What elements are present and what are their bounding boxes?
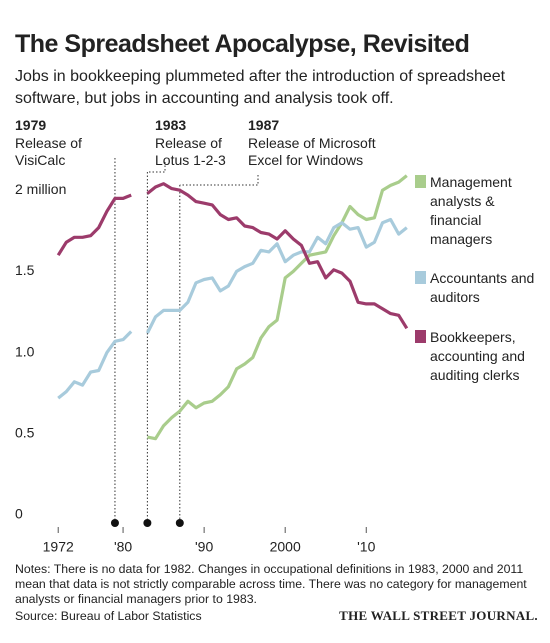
publisher: THE WALL STREET JOURNAL. bbox=[339, 608, 538, 623]
event-dot bbox=[143, 519, 152, 527]
source: Source: Bureau of Labor Statistics bbox=[15, 609, 202, 623]
y-tick-label: 0.5 bbox=[15, 425, 35, 441]
annotation-text: Release of VisiCalc bbox=[15, 135, 82, 168]
y-tick-label: 2 million bbox=[15, 181, 66, 197]
legend-label: Accountants and auditors bbox=[430, 270, 535, 305]
x-tick-label: '80 bbox=[114, 539, 132, 555]
y-tick-label: 1.5 bbox=[15, 262, 35, 278]
chart-title: The Spreadsheet Apocalypse, Revisited bbox=[15, 30, 470, 58]
legend-swatch bbox=[415, 175, 426, 188]
annotation-connector bbox=[179, 175, 259, 186]
x-tick-label: 1972 bbox=[43, 539, 74, 555]
event-dot bbox=[110, 519, 119, 527]
legend-swatch bbox=[415, 330, 426, 343]
annotation-connector bbox=[147, 162, 166, 173]
legend-swatch bbox=[415, 271, 426, 284]
annotation-year: 1983 bbox=[155, 117, 187, 133]
annotation-text: Release of Lotus 1-2-3 bbox=[155, 135, 226, 168]
event-dot bbox=[175, 519, 184, 527]
x-tick-label: '10 bbox=[357, 539, 375, 555]
y-tick-label: 0 bbox=[15, 506, 23, 522]
annotation-year: 1987 bbox=[248, 117, 280, 133]
subtitle: Jobs in bookkeeping plummeted after the … bbox=[15, 68, 506, 107]
y-tick-label: 1.0 bbox=[15, 343, 35, 359]
x-tick-label: 2000 bbox=[270, 539, 301, 555]
notes: Notes: There is no data for 1982. Change… bbox=[15, 562, 527, 606]
series-line bbox=[56, 182, 409, 330]
series-line bbox=[147, 174, 408, 441]
legend-label: Bookkeepers, accounting and auditing cle… bbox=[430, 329, 525, 383]
annotation-year: 1979 bbox=[15, 117, 47, 133]
legend-label: Management analysts & financial managers bbox=[430, 174, 512, 247]
series-line bbox=[57, 217, 408, 400]
x-tick-label: '90 bbox=[195, 539, 213, 555]
annotation-text: Release of Microsoft Excel for Windows bbox=[248, 135, 376, 168]
